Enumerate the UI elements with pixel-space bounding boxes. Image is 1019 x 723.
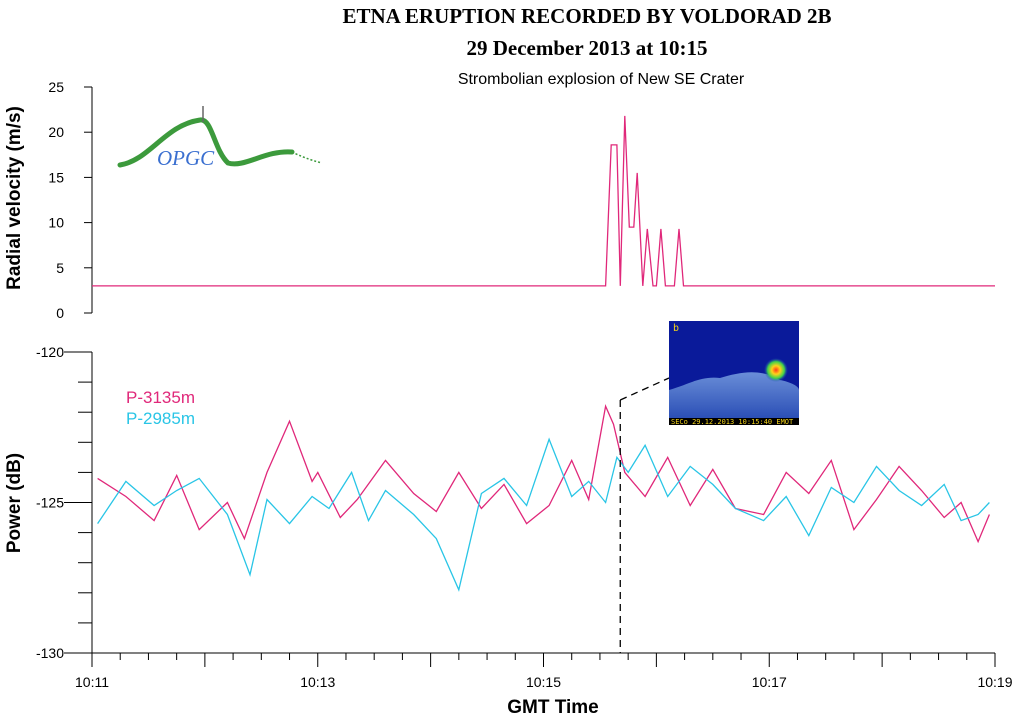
chart-title: ETNA ERUPTION RECORDED BY VOLDORAD 2B: [342, 4, 831, 28]
velocity-y-tick-label: 15: [48, 169, 64, 185]
chart-subtitle: 29 December 2013 at 10:15: [466, 36, 707, 60]
inset-volcano-slope: [669, 372, 799, 418]
x-tick-label: 10:13: [300, 674, 335, 690]
explosion-marker: [619, 377, 670, 653]
logo-mountain-tail: [291, 151, 323, 164]
velocity-axis: 0 5 10 15 20 25: [48, 79, 93, 321]
inset-leader-line: [619, 377, 670, 401]
power-series-line-P-3135m: [97, 403, 990, 544]
legend: P-3135m P-2985m: [126, 388, 195, 428]
power-y-tick-label: -130: [36, 645, 64, 661]
inset-eruption-plume: [764, 358, 788, 382]
velocity-series: [92, 115, 995, 287]
legend-entry-p3135: P-3135m: [126, 388, 195, 407]
x-tick-label: 10:11: [75, 674, 109, 690]
velocity-y-tick-label: 5: [56, 260, 64, 276]
velocity-y-tick-label: 20: [48, 124, 64, 140]
inset-caption: SECo 29.12.2013 10:15:40 EMOT: [671, 418, 794, 426]
power-axis-title: Power (dB): [4, 453, 25, 553]
power-series: [97, 403, 990, 592]
inset-caption-bar: [669, 418, 799, 425]
x-tick-label: 10:15: [526, 674, 561, 690]
velocity-axis-title: Radial velocity (m/s): [4, 106, 25, 290]
legend-entry-p2985: P-2985m: [126, 409, 195, 428]
velocity-series-line: [92, 115, 995, 287]
chart-annotation: Strombolian explosion of New SE Crater: [458, 71, 745, 88]
power-y-tick-label: -120: [36, 344, 64, 360]
logo-text: OPGC: [157, 146, 215, 170]
inset-label: b: [673, 323, 679, 334]
x-tick-label: 10:19: [977, 674, 1012, 690]
x-axis-title: GMT Time: [507, 697, 599, 718]
opgc-logo: OPGC: [117, 106, 323, 170]
velocity-y-tick-label: 0: [56, 305, 64, 321]
power-y-tick-label: -125: [36, 495, 64, 511]
velocity-y-tick-label: 25: [48, 79, 64, 95]
velocity-y-tick-label: 10: [48, 215, 64, 231]
power-series-line-P-2985m: [97, 437, 990, 592]
power-axis: -130 -125 -120 10:11 10:13 10:15 10:17 10:19: [36, 344, 1013, 690]
thermal-camera-inset: SECo 29.12.2013 10:15:40 EMOT b: [669, 321, 799, 426]
x-tick-label: 10:17: [752, 674, 787, 690]
logo-mountain-shape: [117, 117, 295, 168]
